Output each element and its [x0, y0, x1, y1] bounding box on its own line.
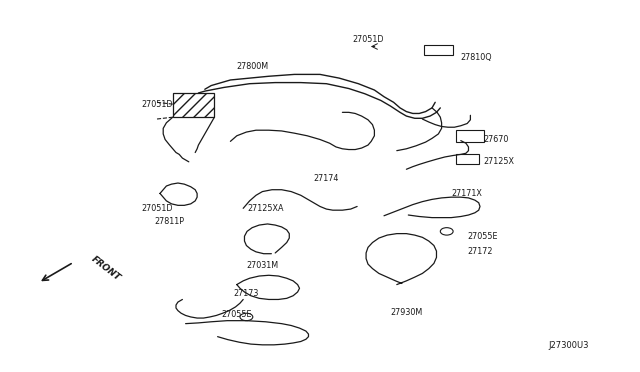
- Text: 27055E: 27055E: [221, 310, 252, 319]
- FancyBboxPatch shape: [456, 130, 484, 142]
- Text: 27171X: 27171X: [451, 189, 482, 198]
- Text: 27031M: 27031M: [246, 262, 278, 270]
- Text: 27930M: 27930M: [390, 308, 422, 317]
- FancyBboxPatch shape: [173, 93, 214, 117]
- Text: 27125XA: 27125XA: [247, 204, 284, 213]
- Text: J27300U3: J27300U3: [548, 341, 589, 350]
- Text: 27051D: 27051D: [141, 100, 173, 109]
- Text: 27810Q: 27810Q: [461, 53, 492, 62]
- FancyBboxPatch shape: [424, 45, 453, 55]
- Text: FRONT: FRONT: [90, 255, 122, 283]
- Text: 27800M: 27800M: [237, 62, 269, 71]
- Text: 27172: 27172: [467, 247, 493, 256]
- FancyBboxPatch shape: [456, 154, 479, 164]
- Text: 27174: 27174: [314, 174, 339, 183]
- Text: 27670: 27670: [483, 135, 509, 144]
- Text: 27051D: 27051D: [352, 35, 384, 44]
- Text: 27051D: 27051D: [141, 204, 173, 213]
- Text: 27811P: 27811P: [155, 217, 184, 226]
- Text: 27173: 27173: [234, 289, 259, 298]
- Text: 27125X: 27125X: [483, 157, 514, 166]
- Text: 27055E: 27055E: [467, 232, 498, 241]
